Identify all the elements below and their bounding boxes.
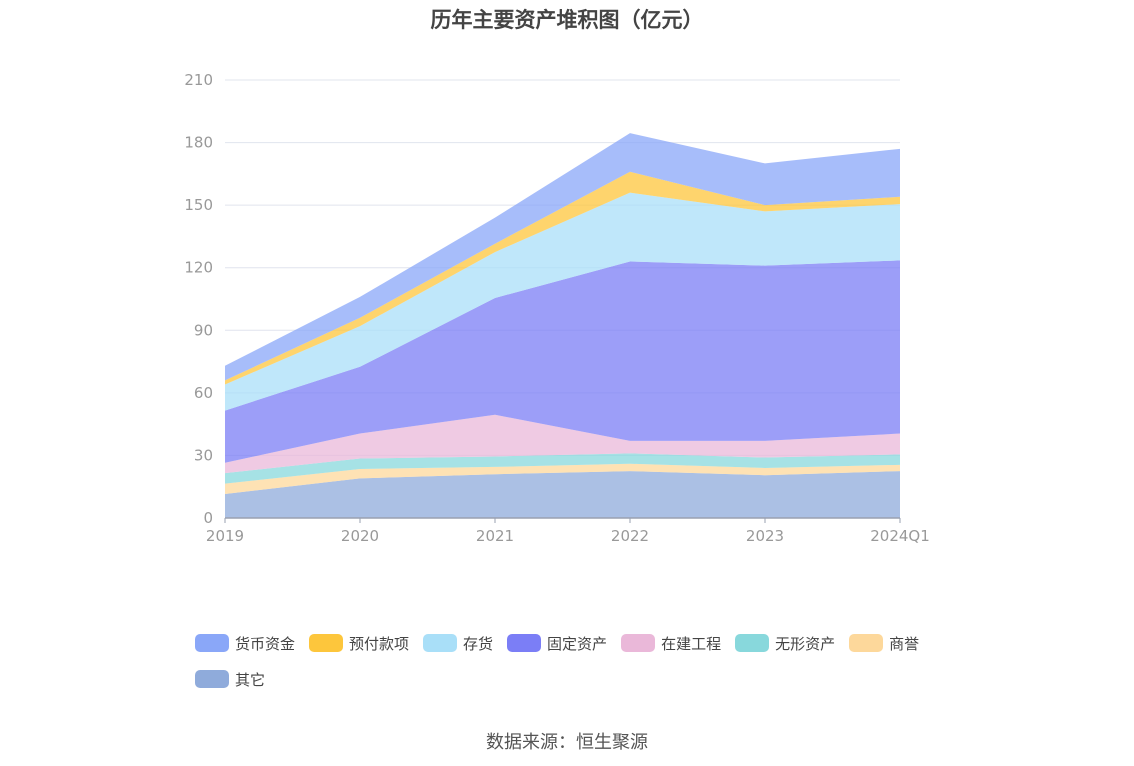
legend-item[interactable]: 商誉 [849, 632, 919, 654]
legend-item[interactable]: 其它 [195, 668, 265, 690]
legend: 货币资金 预付款项 存货 固定资产 在建工程 无形资产 商誉其它 [195, 632, 955, 704]
legend-item[interactable]: 固定资产 [507, 632, 607, 654]
y-tick-label: 210 [184, 71, 213, 89]
x-tick-label: 2021 [476, 527, 514, 545]
y-tick-label: 30 [194, 446, 213, 464]
legend-item[interactable]: 存货 [423, 632, 493, 654]
area-series [225, 133, 900, 381]
legend-label: 无形资产 [775, 634, 836, 653]
x-tick-label: 2023 [746, 527, 784, 545]
area-series [225, 453, 900, 484]
area-layer [225, 133, 900, 518]
y-tick-label: 150 [184, 196, 213, 214]
x-tick-label: 2020 [341, 527, 379, 545]
legend-swatch [309, 634, 344, 652]
y-tick-label: 180 [184, 134, 213, 152]
area-series [225, 463, 900, 495]
area-series [225, 260, 900, 463]
legend-swatch [195, 634, 229, 652]
legend-label: 其它 [235, 670, 266, 689]
legend-item[interactable]: 在建工程 [621, 632, 721, 654]
legend-swatch [423, 634, 458, 652]
area-series [225, 192, 900, 411]
x-tick-label: 2024Q1 [870, 527, 930, 545]
legend-item[interactable]: 无形资产 [735, 632, 835, 654]
x-tick-label: 2022 [611, 527, 649, 545]
legend-item[interactable]: 货币资金 [195, 632, 295, 654]
legend-swatch [195, 670, 229, 688]
legend-label: 货币资金 [235, 634, 296, 653]
x-tick-label: 2019 [206, 527, 244, 545]
legend-swatch [849, 634, 884, 652]
y-tick-label: 60 [194, 384, 213, 402]
legend-swatch [507, 634, 542, 652]
legend-swatch [735, 634, 770, 652]
legend-label: 固定资产 [547, 634, 608, 653]
y-tick-label: 120 [184, 259, 213, 277]
axis-layer: 0 30 60 90 120 150 180 210 2019 2020 2021 2022 2023 2… [184, 71, 929, 545]
y-tick-label: 90 [194, 321, 213, 339]
legend-label: 商誉 [889, 634, 920, 653]
stacked-area-chart: 0 30 60 90 120 150 180 210 2019 2020 2021 2022 2023 2… [184, 71, 929, 545]
chart-title: 历年主要资产堆积图（亿元） [430, 8, 704, 32]
legend-label: 在建工程 [661, 634, 722, 653]
legend-label: 存货 [463, 634, 494, 653]
area-series [225, 471, 900, 518]
legend-item[interactable]: 预付款项 [309, 632, 409, 654]
legend-swatch [621, 634, 656, 652]
area-series [225, 171, 900, 385]
legend-label: 预付款项 [349, 634, 410, 653]
y-tick-label: 0 [203, 509, 213, 527]
data-source-note: 数据来源：恒生聚源 [486, 732, 648, 753]
area-series [225, 414, 900, 474]
